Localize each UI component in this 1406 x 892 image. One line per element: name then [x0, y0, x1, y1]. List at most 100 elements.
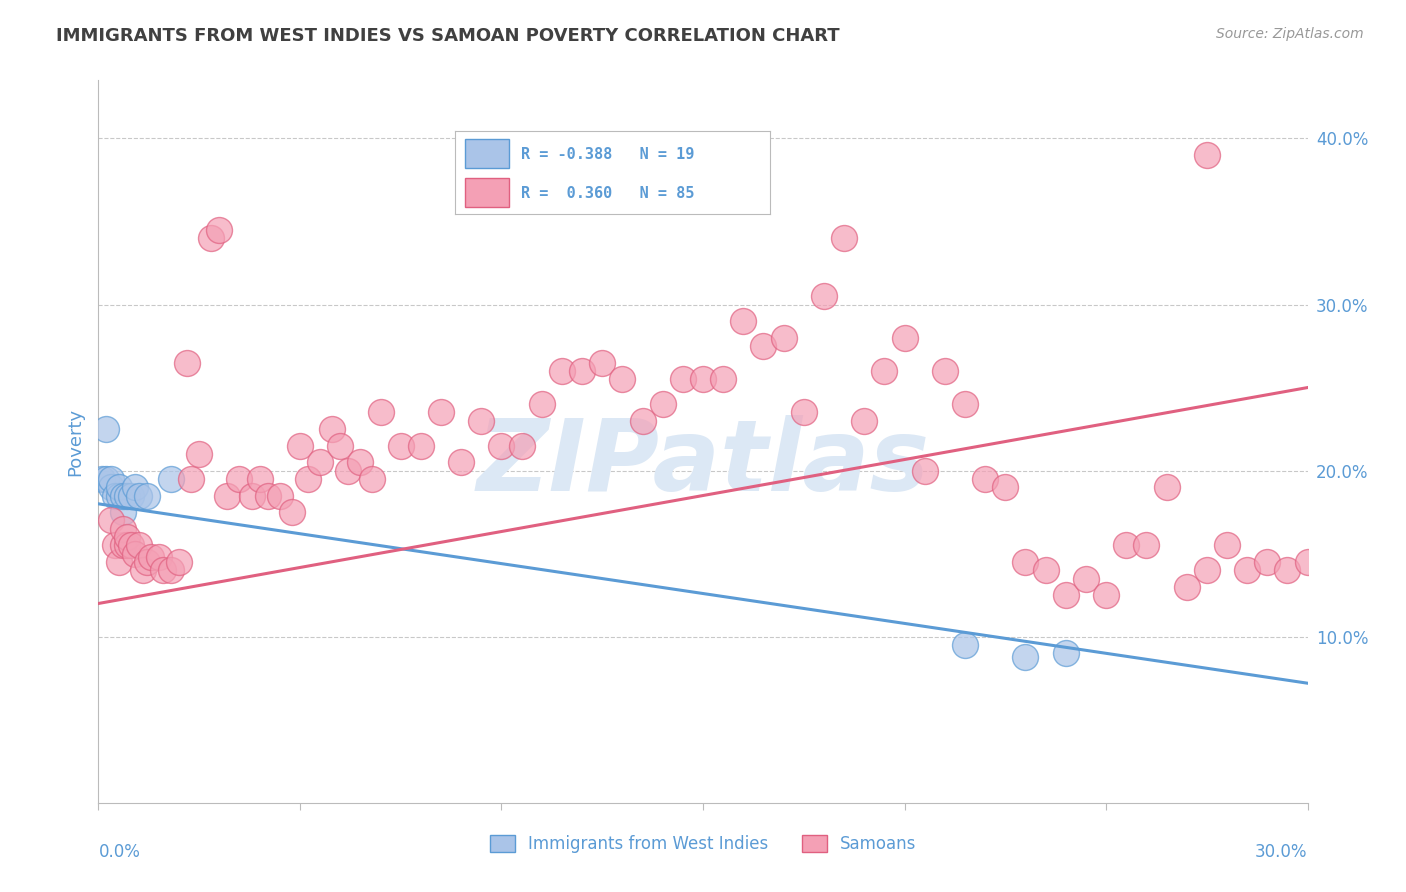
- Point: [430, 405, 453, 419]
- Point: [91, 472, 114, 486]
- Point: [1074, 572, 1097, 586]
- Point: [914, 464, 936, 478]
- Point: [994, 480, 1017, 494]
- Point: [793, 405, 815, 419]
- Point: [591, 356, 613, 370]
- Point: [228, 472, 250, 486]
- Point: [240, 489, 263, 503]
- Point: [107, 480, 129, 494]
- Point: [107, 555, 129, 569]
- Point: [200, 231, 222, 245]
- Point: [651, 397, 673, 411]
- Point: [281, 505, 304, 519]
- Point: [96, 472, 118, 486]
- Point: [1054, 646, 1077, 660]
- Point: [692, 372, 714, 386]
- Point: [288, 439, 311, 453]
- Point: [752, 339, 775, 353]
- Point: [96, 422, 118, 436]
- Text: Source: ZipAtlas.com: Source: ZipAtlas.com: [1216, 27, 1364, 41]
- Point: [139, 549, 162, 564]
- Point: [100, 472, 122, 486]
- Point: [135, 555, 157, 569]
- Point: [217, 489, 239, 503]
- Point: [152, 563, 174, 577]
- Point: [1135, 538, 1157, 552]
- Point: [160, 472, 183, 486]
- Point: [208, 223, 231, 237]
- Point: [103, 538, 125, 552]
- Point: [160, 563, 183, 577]
- Point: [128, 489, 150, 503]
- Point: [530, 397, 553, 411]
- Point: [389, 439, 412, 453]
- Point: [256, 489, 278, 503]
- Point: [612, 372, 634, 386]
- Point: [1054, 588, 1077, 602]
- Point: [180, 472, 202, 486]
- Legend: Immigrants from West Indies, Samoans: Immigrants from West Indies, Samoans: [484, 828, 922, 860]
- Point: [813, 289, 835, 303]
- Point: [120, 538, 142, 552]
- Text: IMMIGRANTS FROM WEST INDIES VS SAMOAN POVERTY CORRELATION CHART: IMMIGRANTS FROM WEST INDIES VS SAMOAN PO…: [56, 27, 839, 45]
- Point: [409, 439, 432, 453]
- Point: [167, 555, 190, 569]
- Point: [1256, 555, 1278, 569]
- Point: [111, 505, 134, 519]
- Text: 30.0%: 30.0%: [1256, 843, 1308, 861]
- Point: [370, 405, 392, 419]
- Point: [953, 397, 976, 411]
- Point: [111, 489, 134, 503]
- Point: [470, 414, 492, 428]
- Point: [128, 538, 150, 552]
- Point: [188, 447, 211, 461]
- Y-axis label: Poverty: Poverty: [66, 408, 84, 475]
- Point: [853, 414, 876, 428]
- Point: [1175, 580, 1198, 594]
- Point: [297, 472, 319, 486]
- Point: [1216, 538, 1239, 552]
- Point: [1115, 538, 1137, 552]
- Point: [120, 489, 142, 503]
- Point: [450, 455, 472, 469]
- Text: ZIPatlas: ZIPatlas: [477, 415, 929, 512]
- Point: [337, 464, 360, 478]
- Point: [1035, 563, 1057, 577]
- Text: 0.0%: 0.0%: [98, 843, 141, 861]
- Point: [100, 513, 122, 527]
- Point: [832, 231, 855, 245]
- Point: [349, 455, 371, 469]
- Point: [115, 530, 138, 544]
- Point: [974, 472, 997, 486]
- Point: [1014, 555, 1036, 569]
- Point: [249, 472, 271, 486]
- Point: [631, 414, 654, 428]
- Point: [100, 480, 122, 494]
- Point: [1296, 555, 1319, 569]
- Point: [1277, 563, 1299, 577]
- Point: [873, 364, 896, 378]
- Point: [551, 364, 574, 378]
- Point: [269, 489, 291, 503]
- Point: [491, 439, 513, 453]
- Point: [111, 522, 134, 536]
- Point: [115, 489, 138, 503]
- Point: [1195, 563, 1218, 577]
- Point: [111, 538, 134, 552]
- Point: [103, 489, 125, 503]
- Point: [309, 455, 332, 469]
- Point: [1095, 588, 1118, 602]
- Point: [132, 563, 155, 577]
- Point: [321, 422, 343, 436]
- Point: [571, 364, 593, 378]
- Point: [733, 314, 755, 328]
- Point: [772, 331, 794, 345]
- Point: [176, 356, 198, 370]
- Point: [711, 372, 734, 386]
- Point: [115, 538, 138, 552]
- Point: [135, 489, 157, 503]
- Point: [510, 439, 533, 453]
- Point: [148, 549, 170, 564]
- Point: [1236, 563, 1258, 577]
- Point: [124, 547, 146, 561]
